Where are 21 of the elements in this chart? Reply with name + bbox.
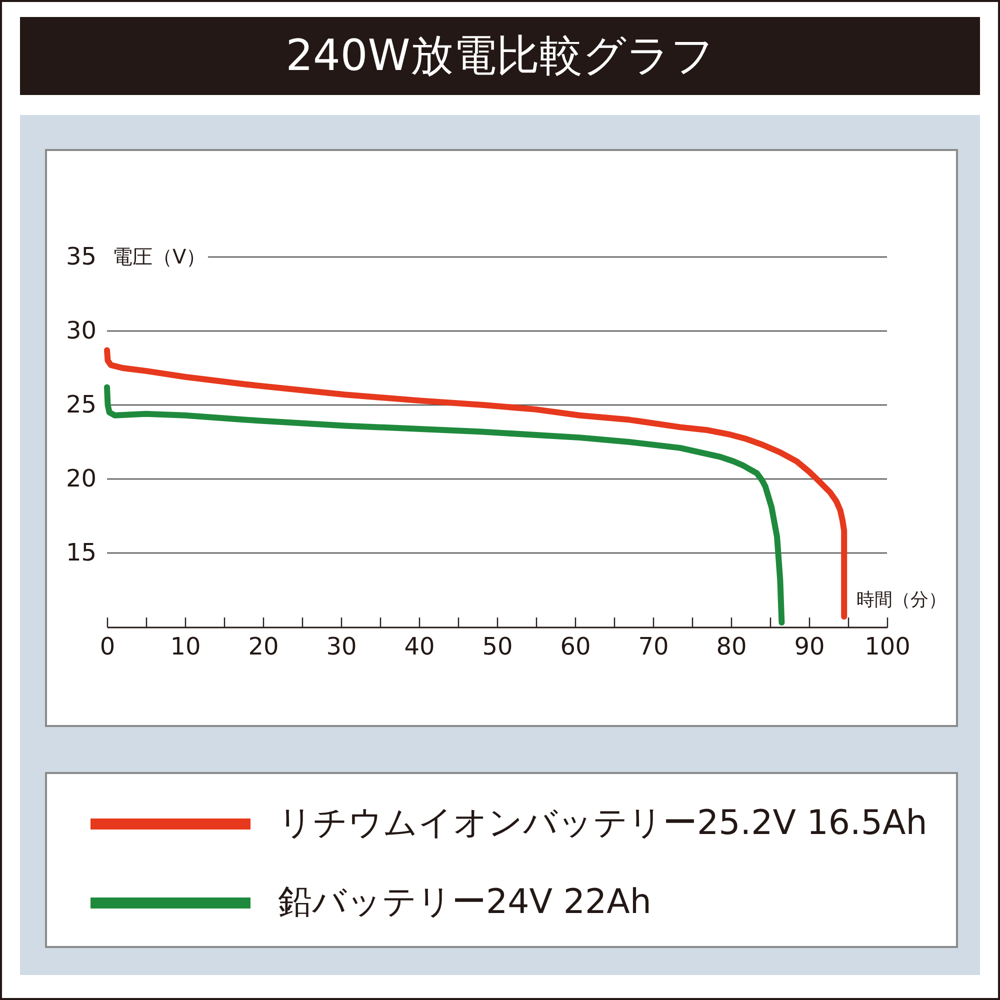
y-tick-label: 15: [66, 538, 96, 566]
chart-title: 240W放電比較グラフ: [286, 30, 714, 80]
x-tick-label: 70: [638, 632, 669, 660]
y-tick-label: 35: [66, 242, 96, 270]
y-tick-label: 30: [66, 316, 96, 344]
x-axis-title: 時間（分）: [856, 590, 946, 610]
x-tick-label: 60: [560, 632, 591, 660]
x-tick-label: 50: [482, 632, 513, 660]
x-tick-label: 0: [100, 632, 116, 660]
x-tick-label: 40: [404, 632, 435, 660]
x-tick-label: 80: [716, 632, 747, 660]
y-axis-title: 電圧（V）: [112, 244, 206, 268]
x-tick-label: 90: [794, 632, 825, 660]
x-tick-label: 10: [170, 632, 201, 660]
x-tick-label: 20: [248, 632, 279, 660]
x-tick-label: 100: [864, 632, 910, 660]
y-tick-label: 20: [66, 464, 96, 492]
legend-label: 鉛バッテリー24V 22Ah: [278, 882, 652, 922]
y-tick-label: 25: [66, 390, 96, 418]
x-tick-label: 30: [326, 632, 357, 660]
legend-label: リチウムイオンバッテリー25.2V 16.5Ah: [278, 803, 928, 843]
